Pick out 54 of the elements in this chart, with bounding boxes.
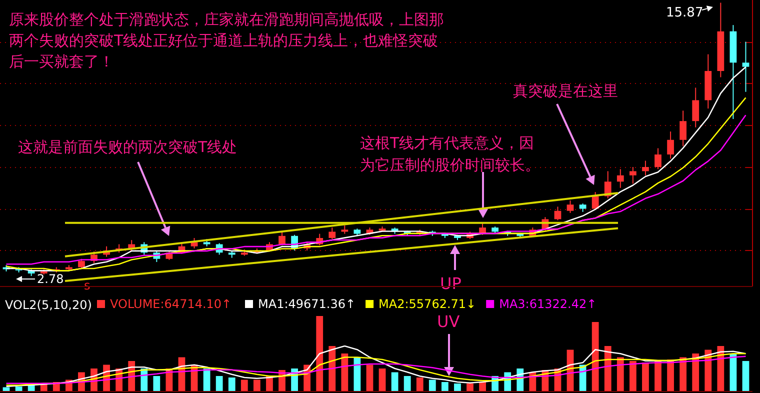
bar [680,357,687,391]
candlestick [680,110,687,147]
bar [341,354,348,391]
annotation: 15.87 [666,6,704,20]
bar [441,382,448,391]
bar [153,376,160,391]
bar [717,346,724,391]
bar [15,386,22,391]
candlestick [328,227,336,240]
candlestick [566,200,574,214]
bar [629,361,636,391]
candlestick [278,231,286,246]
bar [604,346,612,391]
bar [667,360,674,391]
annotation: UV [437,312,460,331]
candlestick [554,206,562,221]
bar [616,357,624,391]
bar [404,376,411,391]
bar [642,362,649,391]
bar [742,361,750,391]
bar [316,316,324,391]
bar [466,384,474,391]
annotation: 2.78 [37,272,64,286]
bar [328,346,336,391]
legend-label: MA3:61322.42↑ [499,297,597,311]
chart-title: VOL2(5,10,20) [5,298,92,312]
bar [228,378,236,391]
bar [240,380,248,391]
bar [416,378,424,391]
text: 原来股价整个处于滑跑状态，庄家就在滑跑期间高抛低吸，上图那两个失败的突破T线处正好位于通道上轨的压力线上，也难怪突破后一买就套了！ [9,10,444,70]
bar [428,380,436,391]
bar [216,376,223,391]
candlestick [692,87,700,128]
legend-label: VOLUME:64714.10↑ [110,297,232,311]
bar [592,322,599,391]
legend-label: MA2:55762.71↓ [378,297,476,311]
bar [454,384,461,391]
bar [704,350,712,391]
candlestick [616,168,624,188]
bar [366,364,374,391]
annotation: 这根T线才有代表意义，因为它压制的股价时间较长。 [360,134,540,174]
legend-label: MA1:49671.36↑ [258,297,356,311]
candlestick [654,148,662,170]
bar [391,372,398,391]
candlestick [629,166,636,184]
bar [654,361,662,391]
candlestick [667,131,674,160]
bar [692,354,700,391]
candlestick [642,160,649,176]
bar [378,368,386,391]
bar [253,380,260,391]
bar [479,382,486,391]
annotation: 真突破是在这里 [513,82,618,100]
annotation: 这就是前面失败的两次突破T线处 [18,138,238,156]
